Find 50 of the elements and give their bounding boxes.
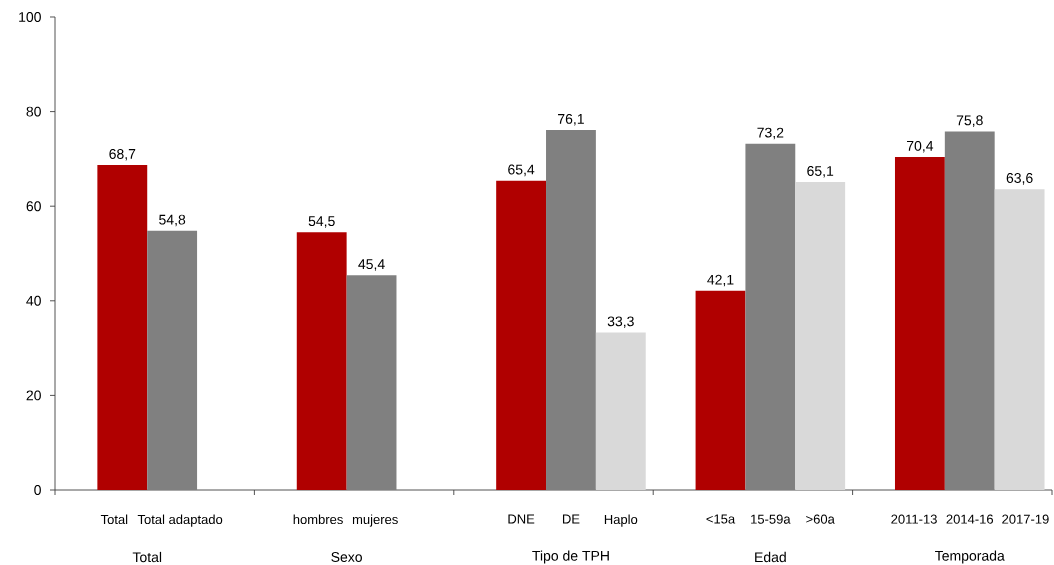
y-tick-label: 40	[26, 295, 41, 306]
data-label: 45,4	[358, 259, 385, 271]
text: Total	[132, 551, 162, 563]
y-tick-label: 20	[26, 390, 41, 401]
data-label: 54,5	[308, 216, 335, 228]
bar	[894, 157, 945, 490]
x-tick-label: DNE	[508, 514, 535, 524]
x-tick-label: >60a	[806, 514, 835, 524]
x-tick-label: Total	[100, 514, 128, 525]
data-label: 73,2	[757, 127, 784, 140]
bar	[695, 290, 746, 490]
bar	[97, 165, 148, 490]
text: Tipo de TPH	[532, 550, 609, 564]
text: Sexo	[331, 552, 362, 562]
y-tick-label: 60	[26, 201, 41, 212]
data-label: 76,1	[558, 113, 584, 126]
bar	[595, 332, 646, 490]
data-label: 54,8	[159, 214, 186, 227]
bar	[546, 130, 596, 490]
x-tick-label: 2011-13	[891, 514, 937, 524]
y-tick-label: 100	[19, 12, 41, 22]
x-tick-label: <15a	[706, 514, 736, 524]
y-tick-label: 0	[34, 485, 41, 495]
y-tick-label: 80	[26, 106, 41, 117]
x-tick-label: Total adaptado	[137, 514, 223, 527]
x-tick-label: mujeres	[352, 514, 398, 527]
bar	[296, 232, 347, 490]
x-tick-label: hombres	[293, 514, 343, 525]
bar	[147, 230, 198, 490]
data-label: 65,1	[807, 165, 834, 178]
x-tick-label: Haplo	[604, 514, 638, 527]
bar	[944, 131, 995, 490]
data-label: 68,7	[109, 148, 136, 161]
data-label: 63,6	[1006, 173, 1033, 185]
bar	[994, 189, 1045, 490]
data-label: 42,1	[707, 274, 734, 287]
bar	[346, 275, 397, 490]
x-tick-label: 2014-16	[946, 514, 994, 524]
text: Temporada	[935, 550, 1005, 564]
x-tick-label: DE	[562, 514, 580, 524]
x-tick-label: 15-59a	[751, 514, 791, 524]
data-label: 33,3	[607, 316, 634, 328]
bar	[795, 182, 846, 490]
data-label: 70,4	[907, 140, 934, 153]
bar	[745, 143, 796, 490]
text: Edad	[755, 551, 786, 563]
x-tick-label: 2017-19	[1002, 514, 1049, 524]
bar	[496, 180, 547, 490]
data-label: 65,4	[508, 164, 535, 177]
data-label: 75,8	[956, 115, 983, 127]
